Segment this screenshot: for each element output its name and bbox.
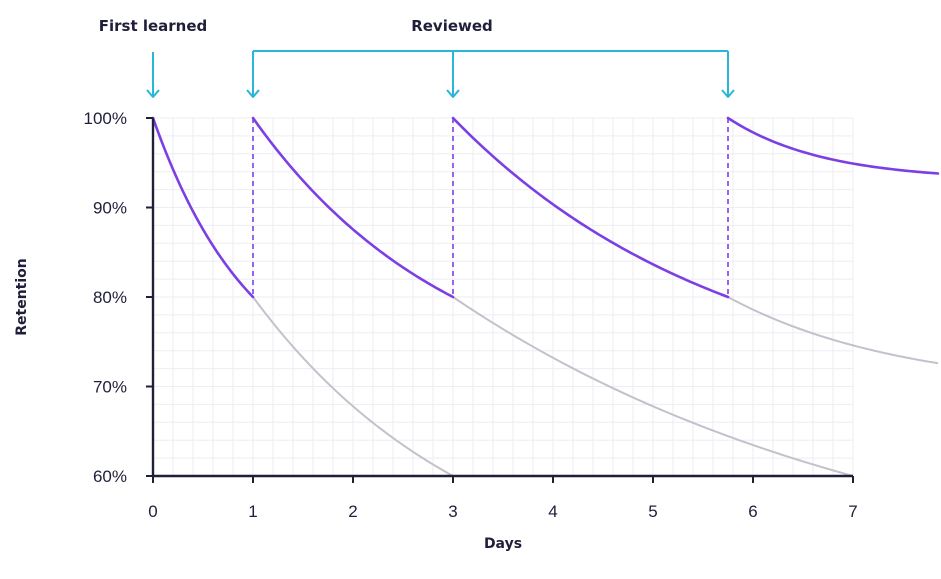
reviewed-label: Reviewed — [411, 17, 493, 35]
faded-curve-segment — [252, 296, 454, 477]
review-drop-lines — [252, 118, 729, 297]
y-tick-label: 70% — [93, 378, 127, 397]
y-tick-labels: 60% 70% 80% 90% 100% — [84, 109, 127, 486]
retention-curves-with-review — [151, 116, 940, 299]
y-tick-label: 60% — [93, 467, 127, 486]
x-tick-label: 4 — [548, 502, 557, 521]
faded-curve-segment — [727, 296, 939, 365]
x-tick-label: 1 — [248, 502, 257, 521]
x-tick-label: 2 — [348, 502, 357, 521]
retention-curve-segment — [726, 116, 940, 175]
reviewed-arrow-head — [721, 89, 735, 98]
x-tick-label: 5 — [648, 502, 657, 521]
y-tick-label: 100% — [84, 109, 127, 128]
axes — [146, 117, 854, 483]
x-tick-label: 3 — [448, 502, 457, 521]
x-tick-labels: 0 1 2 3 4 5 6 7 — [148, 502, 857, 521]
reviewed-arrow-head — [246, 89, 260, 98]
forgetting-curves-without-review — [252, 296, 939, 477]
annotations — [146, 50, 735, 98]
first-learned-arrow-head — [146, 89, 160, 98]
y-axis-title: Retention — [14, 258, 30, 336]
reviewed-arrow-head — [446, 89, 460, 98]
y-tick-label: 80% — [93, 288, 127, 307]
grid — [152, 117, 854, 477]
retention-curve-segment — [251, 116, 455, 299]
x-tick-label: 6 — [748, 502, 757, 521]
retention-curve-segment — [451, 116, 730, 299]
x-tick-label: 7 — [848, 502, 857, 521]
x-axis-title: Days — [484, 536, 522, 552]
faded-curve-segment — [452, 296, 854, 477]
retention-curve-segment — [151, 116, 255, 299]
x-tick-label: 0 — [148, 502, 157, 521]
y-tick-label: 90% — [93, 199, 127, 218]
first-learned-label: First learned — [99, 17, 208, 35]
